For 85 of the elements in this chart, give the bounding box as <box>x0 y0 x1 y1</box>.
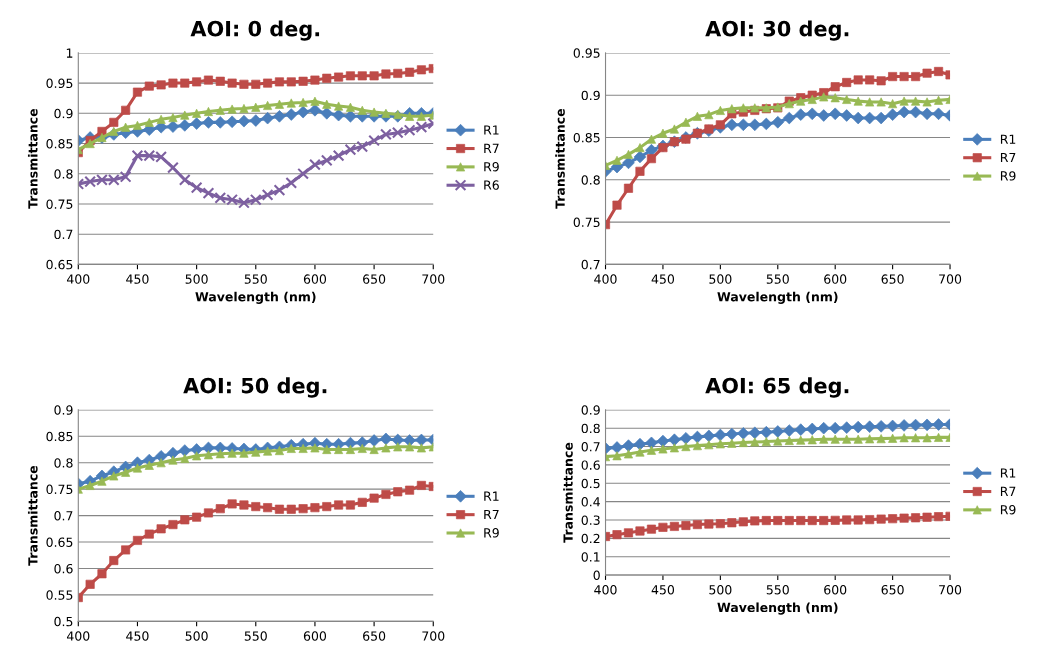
x-tick-label: 550 <box>766 274 789 284</box>
y-tick-label: 0.65 <box>46 537 73 547</box>
x-tick-label: 600 <box>303 631 327 641</box>
x-tick-label: 450 <box>126 274 149 284</box>
y-tick-label: 0.1 <box>581 552 600 562</box>
y-tick-label: 0.8 <box>581 423 600 434</box>
chart-title: AOI: 30 deg. <box>705 20 849 41</box>
x-tick-label: 450 <box>651 585 675 595</box>
chart-title: AOI: 0 deg. <box>190 20 320 41</box>
y-tick-label: 0.6 <box>54 563 73 574</box>
legend-label: R1 <box>1000 134 1016 144</box>
x-tick-label: 450 <box>126 631 149 641</box>
y-tick-label: 0.85 <box>46 139 73 149</box>
legend-label: R7 <box>484 143 499 153</box>
x-tick-label: 550 <box>244 274 267 284</box>
y-tick-label: 0.9 <box>54 108 73 119</box>
y-tick-label: 0.4 <box>581 497 600 507</box>
x-tick-label: 700 <box>939 585 962 595</box>
x-axis-title: Wavelength (nm) <box>195 291 316 304</box>
legend-label: R6 <box>484 180 499 190</box>
x-tick-label: 400 <box>66 274 90 284</box>
legend-label: R7 <box>1000 152 1016 163</box>
y-tick-label: 0.85 <box>46 431 73 442</box>
x-tick-label: 550 <box>244 631 267 641</box>
y-tick-label: 0.75 <box>46 484 73 495</box>
y-tick-label: 0.9 <box>54 405 73 415</box>
x-tick-label: 600 <box>303 274 327 284</box>
y-axis-title: Transmittance <box>27 465 38 566</box>
y-tick-label: 0.5 <box>54 616 73 627</box>
chart-title: AOI: 50 deg. <box>183 377 327 398</box>
y-tick-label: 0.9 <box>581 405 600 415</box>
x-axis-title: Wavelength (nm) <box>717 291 838 304</box>
x-tick-label: 700 <box>422 631 445 641</box>
x-tick-label: 700 <box>422 274 445 284</box>
x-tick-label: 400 <box>66 631 90 641</box>
legend-label: R7 <box>1000 486 1016 496</box>
y-tick-label: 0.2 <box>581 533 600 544</box>
y-tick-label: 0.8 <box>581 175 600 185</box>
x-tick-label: 650 <box>363 631 386 641</box>
x-tick-label: 500 <box>185 631 208 641</box>
y-tick-label: 0 <box>593 570 600 580</box>
x-axis-title: Wavelength (nm) <box>717 602 838 615</box>
x-tick-label: 600 <box>824 274 847 284</box>
legend-label: R7 <box>484 509 499 520</box>
x-tick-label: 500 <box>185 274 208 284</box>
x-tick-label: 700 <box>939 274 962 284</box>
x-tick-label: 650 <box>881 274 904 284</box>
y-tick-label: 0.7 <box>581 259 600 270</box>
y-tick-label: 0.7 <box>54 229 73 240</box>
legend-label: R1 <box>484 125 499 135</box>
y-tick-label: 0.55 <box>46 590 73 600</box>
y-tick-label: 0.7 <box>581 442 600 452</box>
x-tick-label: 400 <box>594 585 617 595</box>
y-tick-label: 0.95 <box>46 78 73 89</box>
x-tick-label: 600 <box>824 585 847 595</box>
y-tick-label: 1 <box>66 48 73 58</box>
x-tick-label: 650 <box>363 274 386 284</box>
y-tick-label: 0.75 <box>573 217 600 228</box>
y-tick-label: 0.6 <box>581 460 600 470</box>
legend-label: R1 <box>1000 468 1016 478</box>
x-tick-label: 650 <box>881 585 904 595</box>
y-tick-label: 0.75 <box>46 199 73 209</box>
legend-label: R9 <box>484 528 499 538</box>
y-tick-label: 0.7 <box>54 511 73 521</box>
y-tick-label: 0.5 <box>581 478 600 489</box>
x-tick-label: 500 <box>709 585 732 595</box>
x-tick-label: 550 <box>766 585 789 595</box>
y-tick-label: 0.95 <box>573 48 600 58</box>
y-tick-label: 0.85 <box>573 132 600 143</box>
chart-title: AOI: 65 deg. <box>705 377 849 398</box>
legend-label: R9 <box>484 161 499 172</box>
y-tick-label: 0.8 <box>54 458 73 468</box>
y-tick-label: 0.3 <box>581 515 600 525</box>
y-tick-label: 0.65 <box>46 259 73 270</box>
x-tick-label: 500 <box>709 274 732 284</box>
x-tick-label: 450 <box>651 274 675 284</box>
y-tick-label: 0.9 <box>581 90 600 101</box>
x-tick-label: 400 <box>594 274 617 284</box>
legend-label: R9 <box>1000 171 1016 181</box>
y-axis-title: Transmittance <box>563 442 573 543</box>
y-axis-title: Transmittance <box>555 108 565 209</box>
y-tick-label: 0.8 <box>54 169 73 179</box>
y-axis-title: Transmittance <box>27 108 38 209</box>
legend-label: R1 <box>484 491 499 501</box>
legend-label: R9 <box>1000 504 1016 515</box>
